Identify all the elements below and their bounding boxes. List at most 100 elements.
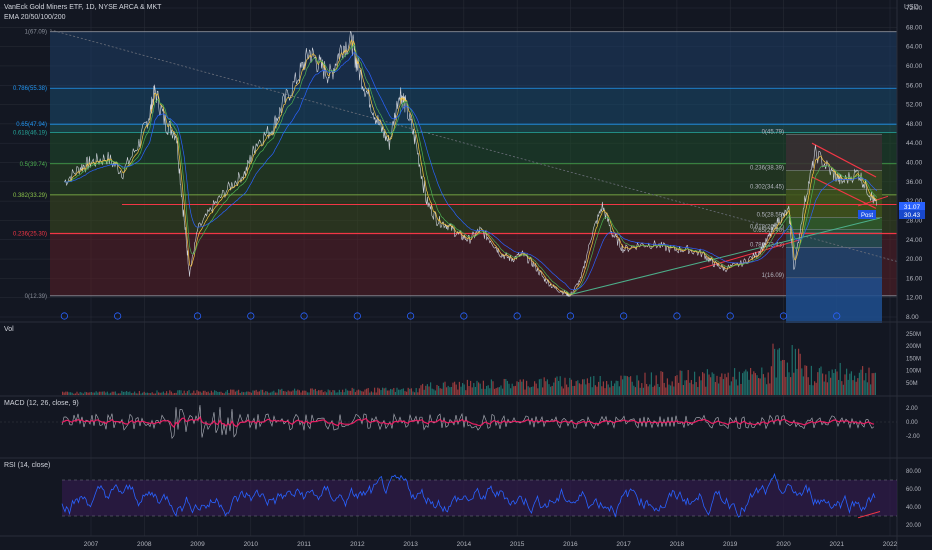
fib-zone-right (786, 229, 882, 233)
volume-bar (865, 373, 867, 395)
volume-bar (486, 385, 488, 395)
volume-bar (710, 377, 712, 395)
volume-bar (810, 365, 812, 395)
volume-axis-label: 100M (906, 369, 921, 375)
dividend-marker[interactable] (247, 312, 255, 320)
dividend-marker[interactable] (60, 312, 68, 320)
volume-bar (313, 389, 315, 395)
volume-bar (286, 391, 288, 395)
volume-bar (97, 392, 99, 395)
volume-bar (457, 389, 459, 395)
volume-bar (610, 380, 612, 395)
dividend-marker[interactable] (513, 312, 521, 320)
price-series (64, 30, 878, 297)
volume-bar (426, 384, 428, 395)
volume-bar (694, 371, 696, 395)
volume-bar (873, 373, 875, 395)
volume-bar (391, 389, 393, 395)
projection-box[interactable] (786, 277, 882, 323)
long-term-uptrend-line[interactable] (569, 217, 881, 296)
rsi-trend-line[interactable] (857, 511, 881, 519)
dividend-marker[interactable] (566, 312, 575, 320)
time-axis[interactable]: 2007 2008 2009 2010 2011 2012 2013 2014 2015 2016… (84, 541, 898, 548)
volume-bar (206, 392, 208, 395)
volume-bar (210, 390, 212, 395)
volume-bar (646, 383, 648, 395)
volume-bar (462, 383, 464, 395)
volume-bar (404, 391, 406, 395)
volume-bar (305, 390, 307, 395)
volume-bar (705, 386, 707, 395)
volume-bar (711, 372, 713, 395)
volume-bar (678, 382, 680, 395)
fib-zone (50, 31, 897, 89)
volume-bar (294, 388, 296, 395)
volume-bar (481, 388, 483, 395)
volume-bar (860, 369, 862, 395)
volume-bar (372, 392, 374, 395)
volume-bar (454, 381, 456, 395)
indicator-axes[interactable]: 250M 200M 150M 100M 50M 2.00 0.00 -2.00 80.00 60.… (906, 332, 922, 529)
time-axis-label: 2012 (350, 541, 365, 548)
volume-bar (742, 373, 744, 395)
dividend-marker[interactable] (460, 312, 468, 320)
volume-bar (76, 391, 78, 395)
volume-bar (641, 383, 643, 395)
volume-bar (234, 391, 236, 395)
dividend-marker[interactable] (114, 312, 122, 320)
projection-rect[interactable] (786, 277, 882, 323)
volume-bar (774, 348, 776, 395)
volume-bar (649, 384, 651, 395)
dividend-marker[interactable] (193, 312, 202, 320)
volume-bar (417, 392, 419, 395)
dividend-marker[interactable] (833, 312, 841, 320)
volume-bar (663, 382, 665, 395)
volume-bar (420, 385, 422, 395)
macd-axis-label: 0.00 (906, 420, 918, 426)
time-axis-label: 2014 (457, 541, 472, 548)
volume-bar (370, 391, 372, 395)
volume-bar (145, 392, 147, 395)
volume-bar (129, 391, 131, 395)
price-axis[interactable]: 72.00 68.00 64.00 60.00 56.00 52.00 48.00 44.00… (906, 5, 923, 321)
volume-bar (318, 390, 320, 395)
time-axis-label: 2016 (563, 541, 578, 548)
volume-bar (284, 391, 286, 395)
volume-bar (614, 383, 616, 395)
wedge-upper-line[interactable] (811, 142, 877, 178)
volume-bar (258, 391, 260, 395)
volume-bar (863, 380, 865, 395)
time-axis-label: 2007 (84, 541, 99, 548)
volume-bar (329, 390, 331, 395)
volume-bar (348, 390, 350, 395)
volume-bar (583, 379, 585, 395)
dividend-markers[interactable] (60, 312, 841, 320)
dividend-marker[interactable] (673, 312, 681, 320)
dividend-marker[interactable] (779, 312, 788, 320)
volume-axis-label: 250M (906, 332, 921, 338)
dividend-marker[interactable] (406, 312, 415, 320)
dividend-marker[interactable] (620, 312, 628, 320)
volume-bar (153, 393, 155, 395)
volume-bar (567, 387, 569, 395)
volume-bar (777, 349, 779, 395)
volume-bar (242, 392, 244, 395)
volume-bar (786, 362, 788, 395)
price-axis-label: 16.00 (906, 275, 923, 282)
volume-bar (542, 387, 544, 395)
volume-bar (199, 391, 201, 395)
dividend-marker[interactable] (353, 312, 361, 320)
ema-mid-line (64, 44, 877, 295)
volume-bar (177, 390, 179, 395)
volume-bar (479, 383, 481, 395)
dividend-marker[interactable] (726, 312, 734, 320)
volume-bar (81, 392, 83, 395)
volume-bar (246, 391, 248, 395)
volume-bar (297, 389, 299, 395)
fib-retracement-left[interactable]: 1(67.09) 0.786(55.38) 0.65(47.94) 0.618(46.… (13, 30, 897, 300)
volume-bar (162, 391, 164, 395)
volume-bar (804, 365, 806, 395)
volume-bar (527, 386, 529, 395)
dividend-marker[interactable] (300, 312, 308, 320)
